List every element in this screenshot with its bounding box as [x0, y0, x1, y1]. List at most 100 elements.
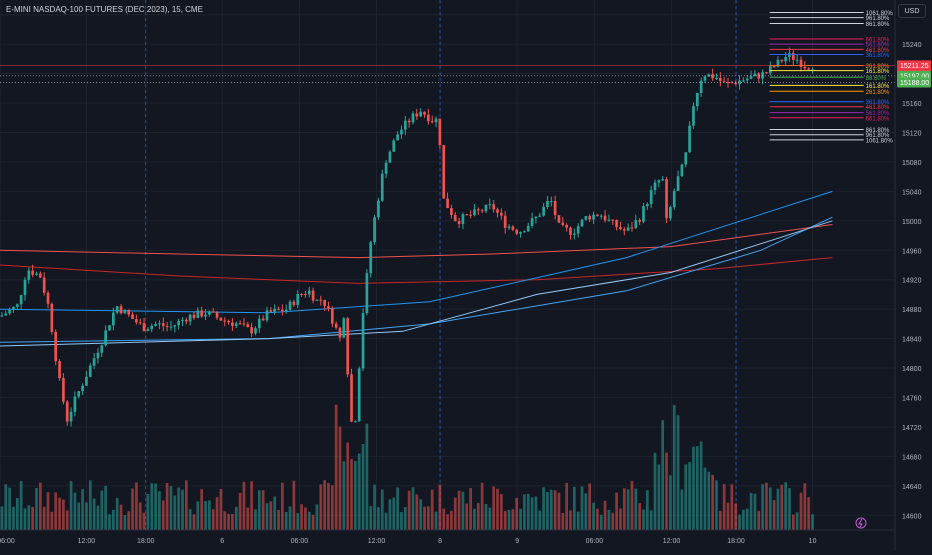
volume-bar: [54, 492, 58, 530]
fib-level-label: 161.80%: [866, 69, 890, 75]
candle-body: [603, 215, 607, 221]
volume-bar: [138, 502, 142, 530]
y-tick-label: 14640: [902, 484, 922, 491]
candle-body: [791, 52, 795, 60]
volume-bar: [661, 420, 665, 530]
candle-body: [484, 204, 488, 212]
candle-body: [795, 59, 799, 61]
volume-bar: [123, 514, 127, 530]
y-tick-label: 15120: [902, 131, 922, 138]
candle-body: [661, 179, 665, 181]
fib-level-label: 361.80%: [866, 53, 890, 59]
candle-body: [19, 295, 23, 305]
volume-bar: [269, 501, 273, 530]
volume-bar: [761, 484, 764, 530]
candle-body: [85, 376, 88, 386]
volume-bar: [369, 506, 373, 530]
candle-body: [430, 121, 434, 123]
volume-bar: [669, 475, 672, 530]
candle-body: [803, 66, 807, 69]
time-axis[interactable]: 06:00 12:00 18:00 6 06:00 12:00 8 9 06:00 12:00 18…: [0, 529, 895, 545]
candle-body: [780, 59, 784, 62]
volume-bar: [319, 484, 323, 530]
volume-bar: [119, 504, 123, 530]
volume-bar: [281, 482, 284, 530]
volume-bar: [726, 502, 730, 530]
fib-level-label: 461.80%: [866, 48, 890, 54]
fibonacci-levels[interactable]: 1061.80%961.80%861.80%661.80%561.80%461.…: [769, 11, 894, 144]
volume-bar: [165, 482, 169, 530]
candle-body: [680, 164, 684, 177]
volume-bar: [784, 482, 787, 530]
candle-body: [8, 309, 11, 314]
volume-bar: [208, 500, 211, 530]
candle-body: [150, 325, 154, 330]
candle-body: [515, 229, 519, 234]
candle-body: [138, 322, 142, 324]
price-tag: [897, 77, 931, 88]
volume-bar: [692, 446, 695, 530]
fib-level-label: 88.60%: [866, 76, 887, 82]
candle-body: [42, 277, 46, 293]
candle-body: [619, 227, 622, 230]
candle-body: [695, 92, 699, 107]
volume-bar: [73, 492, 77, 530]
candle-body: [100, 345, 104, 353]
volume-bar: [530, 497, 534, 530]
volume-bar: [135, 482, 138, 530]
candle-body: [423, 111, 426, 115]
volume-bar: [300, 504, 303, 530]
volume-bar: [476, 503, 480, 530]
candle-body: [772, 66, 776, 68]
volume-bar: [50, 511, 54, 530]
candle-body: [592, 214, 595, 220]
volume-bar: [184, 480, 188, 530]
candle-body: [584, 216, 588, 220]
lightning-icon[interactable]: [855, 517, 867, 529]
volume-bar: [42, 506, 46, 530]
candle-body: [154, 323, 157, 326]
candle-body: [254, 328, 257, 334]
candle-body: [672, 190, 676, 208]
candle-body: [523, 231, 526, 233]
candle-body: [384, 162, 388, 174]
candle-body: [73, 396, 77, 412]
candle-body: [507, 226, 511, 228]
candle-body: [411, 113, 415, 123]
x-tick-label: 10: [809, 538, 817, 545]
candle-body: [369, 242, 373, 274]
y-tick-label: 14840: [902, 337, 922, 344]
candle-body: [296, 293, 300, 305]
volume-bar: [480, 482, 484, 530]
candle-body: [307, 290, 311, 295]
candle-body: [446, 198, 449, 209]
volume-bar: [265, 503, 269, 530]
volume-bar: [104, 485, 107, 530]
candle-body: [576, 226, 580, 234]
volume-bar: [88, 480, 92, 530]
volume-bar: [730, 484, 734, 530]
price-tag-label: 15211.25: [900, 63, 929, 70]
candle-body: [38, 273, 42, 278]
x-tick-label: 18:00: [137, 538, 155, 545]
volume-bar: [592, 502, 595, 530]
volume-bar: [292, 480, 296, 530]
volume-bar: [534, 496, 538, 530]
volume-bar: [588, 483, 592, 530]
y-tick-label: 14800: [902, 366, 922, 373]
volume-bar: [58, 497, 61, 530]
currency-label[interactable]: USD: [898, 4, 926, 18]
volume-bar: [465, 503, 469, 530]
candle-body: [526, 225, 530, 232]
volume-bar: [599, 514, 603, 530]
volume-bar: [273, 496, 277, 530]
volume-bar: [634, 488, 638, 530]
volume-bar: [799, 492, 803, 530]
y-tick-label: 14960: [902, 248, 922, 255]
candle-body: [492, 204, 496, 210]
volume-bar: [446, 514, 449, 530]
candle-body: [158, 323, 161, 325]
candle-body: [265, 310, 269, 321]
